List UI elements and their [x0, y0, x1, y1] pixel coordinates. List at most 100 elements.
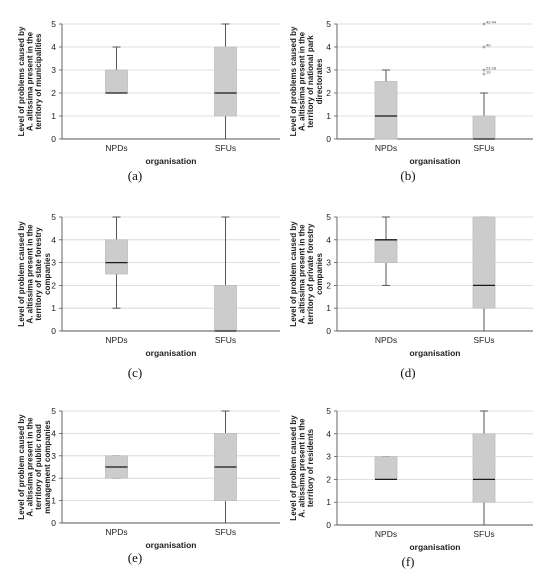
box-npds	[374, 69, 398, 140]
y-tick-label: 5	[326, 19, 331, 29]
y-tick-label: 2	[326, 474, 331, 484]
interquartile-box	[214, 284, 237, 332]
y-tick-label: 4	[326, 42, 331, 52]
y-axis-label: Level of problems caused byA. altissima …	[289, 26, 324, 136]
y-tick-label: 4	[326, 429, 331, 439]
x-tick-label: NPDs	[105, 335, 127, 345]
y-tick-label: 3	[326, 65, 331, 75]
y-tick-label: 2	[51, 473, 56, 483]
x-tick-label: NPDs	[105, 527, 127, 537]
box-npds	[105, 46, 128, 94]
x-tick-label: SFUs	[473, 143, 494, 153]
y-axis-label-line: companies	[43, 253, 52, 295]
x-tick-label: SFUs	[473, 335, 494, 345]
y-tick-label: 4	[51, 235, 56, 245]
y-tick-label: 1	[326, 303, 331, 313]
box-npds	[105, 455, 128, 479]
panel-label: (e)	[128, 550, 142, 565]
y-tick-label: 4	[326, 235, 331, 245]
y-axis-label-line: directorates	[315, 58, 324, 104]
y-tick-label: 5	[326, 406, 331, 416]
y-tick-label: 2	[51, 88, 56, 98]
y-axis-label: Level of problems caused byA. altissima …	[17, 26, 43, 136]
y-axis-label-line: A. altissima present in the	[26, 417, 35, 517]
outlier-label: 23 28	[486, 66, 497, 71]
y-tick-label: 0	[326, 520, 331, 530]
panel-label: (b)	[400, 168, 415, 183]
y-tick-label: 1	[51, 496, 56, 506]
outlier-point	[482, 68, 486, 72]
y-tick-label: 5	[51, 406, 56, 416]
y-axis-label-line: territory of municipalities	[34, 33, 43, 130]
y-axis-label-line: management companies	[43, 420, 52, 514]
box-npds	[374, 216, 398, 286]
box-sfus	[214, 216, 237, 332]
x-tick-label: NPDs	[375, 529, 397, 539]
y-tick-label: 3	[51, 451, 56, 461]
interquartile-box	[105, 239, 128, 275]
x-axis-label: organisation	[145, 348, 196, 358]
y-tick-label: 1	[326, 497, 331, 507]
y-axis-label-line: A. altissima present in the	[298, 31, 307, 131]
y-axis-label-line: A. altissima present in the	[298, 224, 307, 324]
y-axis-label: Level of problem caused byA. altissima p…	[17, 414, 52, 520]
y-axis-label-line: Level of problems caused by	[17, 26, 26, 136]
y-axis-label-line: territory of public road	[34, 424, 43, 510]
box-npds	[105, 216, 128, 309]
box-sfus	[472, 92, 496, 140]
y-tick-label: 4	[51, 42, 56, 52]
chart-panel-a: 0 1 2 3 4 5 NPDs SFUs organisation Level of probl…	[17, 19, 280, 183]
panel-label: (c)	[128, 365, 142, 380]
y-tick-label: 2	[326, 88, 331, 98]
outlier-label: 40	[486, 43, 491, 48]
y-tick-label: 5	[51, 19, 56, 29]
y-axis-label-line: Level of problem caused by	[17, 221, 26, 327]
y-axis-label-line: territory of private forestry	[306, 223, 315, 324]
interquartile-box	[105, 69, 128, 94]
y-tick-label: 0	[51, 518, 56, 528]
y-tick-label: 3	[326, 452, 331, 462]
x-tick-label: NPDs	[105, 143, 127, 153]
y-tick-label: 1	[51, 111, 56, 121]
x-axis-label: organisation	[409, 348, 460, 358]
box-npds	[374, 456, 398, 481]
x-axis-label: organisation	[145, 540, 196, 550]
panel-label: (a)	[128, 168, 142, 183]
x-tick-label: NPDs	[375, 335, 397, 345]
interquartile-box	[374, 239, 398, 264]
x-tick-label: SFUs	[215, 143, 236, 153]
interquartile-box	[374, 456, 398, 480]
y-tick-label: 3	[326, 258, 331, 268]
interquartile-box	[214, 46, 237, 117]
x-tick-label: SFUs	[215, 527, 236, 537]
interquartile-box	[472, 433, 496, 503]
y-tick-label: 2	[51, 280, 56, 290]
y-axis-label-line: territory of residents	[306, 428, 315, 507]
y-tick-label: 3	[51, 65, 56, 75]
y-axis-label-line: Level of problem caused by	[17, 414, 26, 520]
y-axis-label-line: Level of problem caused by	[289, 415, 298, 521]
chart-panel-e: 0 1 2 3 4 5 NPDs SFUs organisation Level of probl…	[17, 406, 280, 565]
box-sfus	[472, 216, 496, 332]
y-axis-label-line: territory of state forestry	[34, 227, 43, 321]
chart-panel-d: 0 1 2 3 4 5 NPDs SFUs organisation Level of probl…	[289, 212, 533, 380]
x-axis-label: organisation	[409, 542, 460, 552]
box-sfus	[214, 410, 237, 524]
y-axis-label-line: companies	[315, 253, 324, 295]
outlier-point	[482, 22, 486, 26]
x-tick-label: SFUs	[215, 335, 236, 345]
x-axis-label: organisation	[145, 156, 196, 166]
y-axis-label-line: A. altissima present in the	[26, 31, 35, 131]
y-tick-label: 0	[326, 134, 331, 144]
y-axis-label-line: A. altissima present in the	[26, 224, 35, 324]
y-tick-label: 2	[326, 280, 331, 290]
outlier-label: 19	[486, 70, 491, 75]
y-tick-label: 1	[51, 303, 56, 313]
y-tick-label: 0	[51, 326, 56, 336]
interquartile-box	[472, 115, 496, 140]
y-axis-label: Level of problem caused byA. altissima p…	[289, 415, 315, 521]
y-tick-label: 5	[51, 212, 56, 222]
